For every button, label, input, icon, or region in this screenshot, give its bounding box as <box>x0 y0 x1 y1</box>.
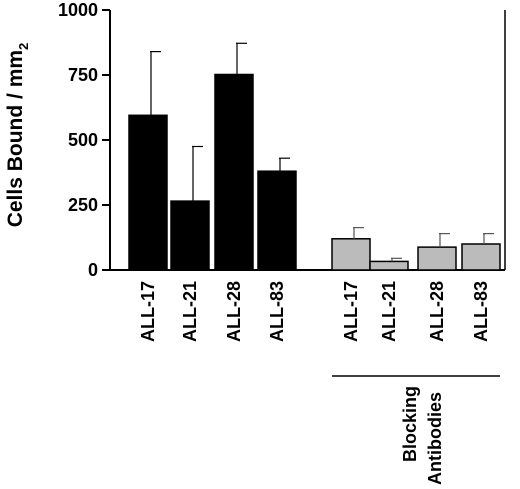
y-axis-label-text: Cells Bound / mm <box>4 50 27 227</box>
x-tick-label-3: ALL-83 <box>267 281 287 342</box>
category-labels: ALL-17 ALL-21 ALL-28 ALL-83 ALL-17 ALL-21 ALL-… <box>138 281 491 342</box>
x-tick-label-5: ALL-21 <box>379 281 399 342</box>
y-tick-label-3: 750 <box>68 65 98 85</box>
bar-5 <box>369 260 409 271</box>
x-tick-label-0: ALL-17 <box>138 281 158 342</box>
y-tick-label-1: 250 <box>68 195 98 215</box>
y-ticks: 0 250 500 750 1000 <box>58 0 110 280</box>
y-axis-label: Cells Bound / mm2 <box>4 43 31 228</box>
x-tick-label-7: ALL-83 <box>471 281 491 342</box>
bars <box>128 73 501 271</box>
x-tick-label-4: ALL-17 <box>341 281 361 342</box>
bar-2 <box>214 73 254 271</box>
x-tick-label-1: ALL-21 <box>180 281 200 342</box>
x-tick-label-6: ALL-28 <box>427 281 447 342</box>
bar-1 <box>170 200 210 271</box>
bar-6 <box>417 246 457 271</box>
bar-4 <box>331 238 371 271</box>
bar-0 <box>128 114 168 271</box>
group-label-antibodies: Antibodies <box>425 392 445 485</box>
y-tick-label-2: 500 <box>68 130 98 150</box>
x-tick-label-2: ALL-28 <box>224 281 244 342</box>
y-tick-label-0: 0 <box>88 260 98 280</box>
y-tick-label-4: 1000 <box>58 0 98 20</box>
error-bars <box>150 42 494 262</box>
group-label-blocking: Blocking <box>400 386 420 462</box>
bar-3 <box>257 170 297 271</box>
bar-7 <box>461 243 501 271</box>
y-axis-label-superscript: 2 <box>16 43 31 50</box>
